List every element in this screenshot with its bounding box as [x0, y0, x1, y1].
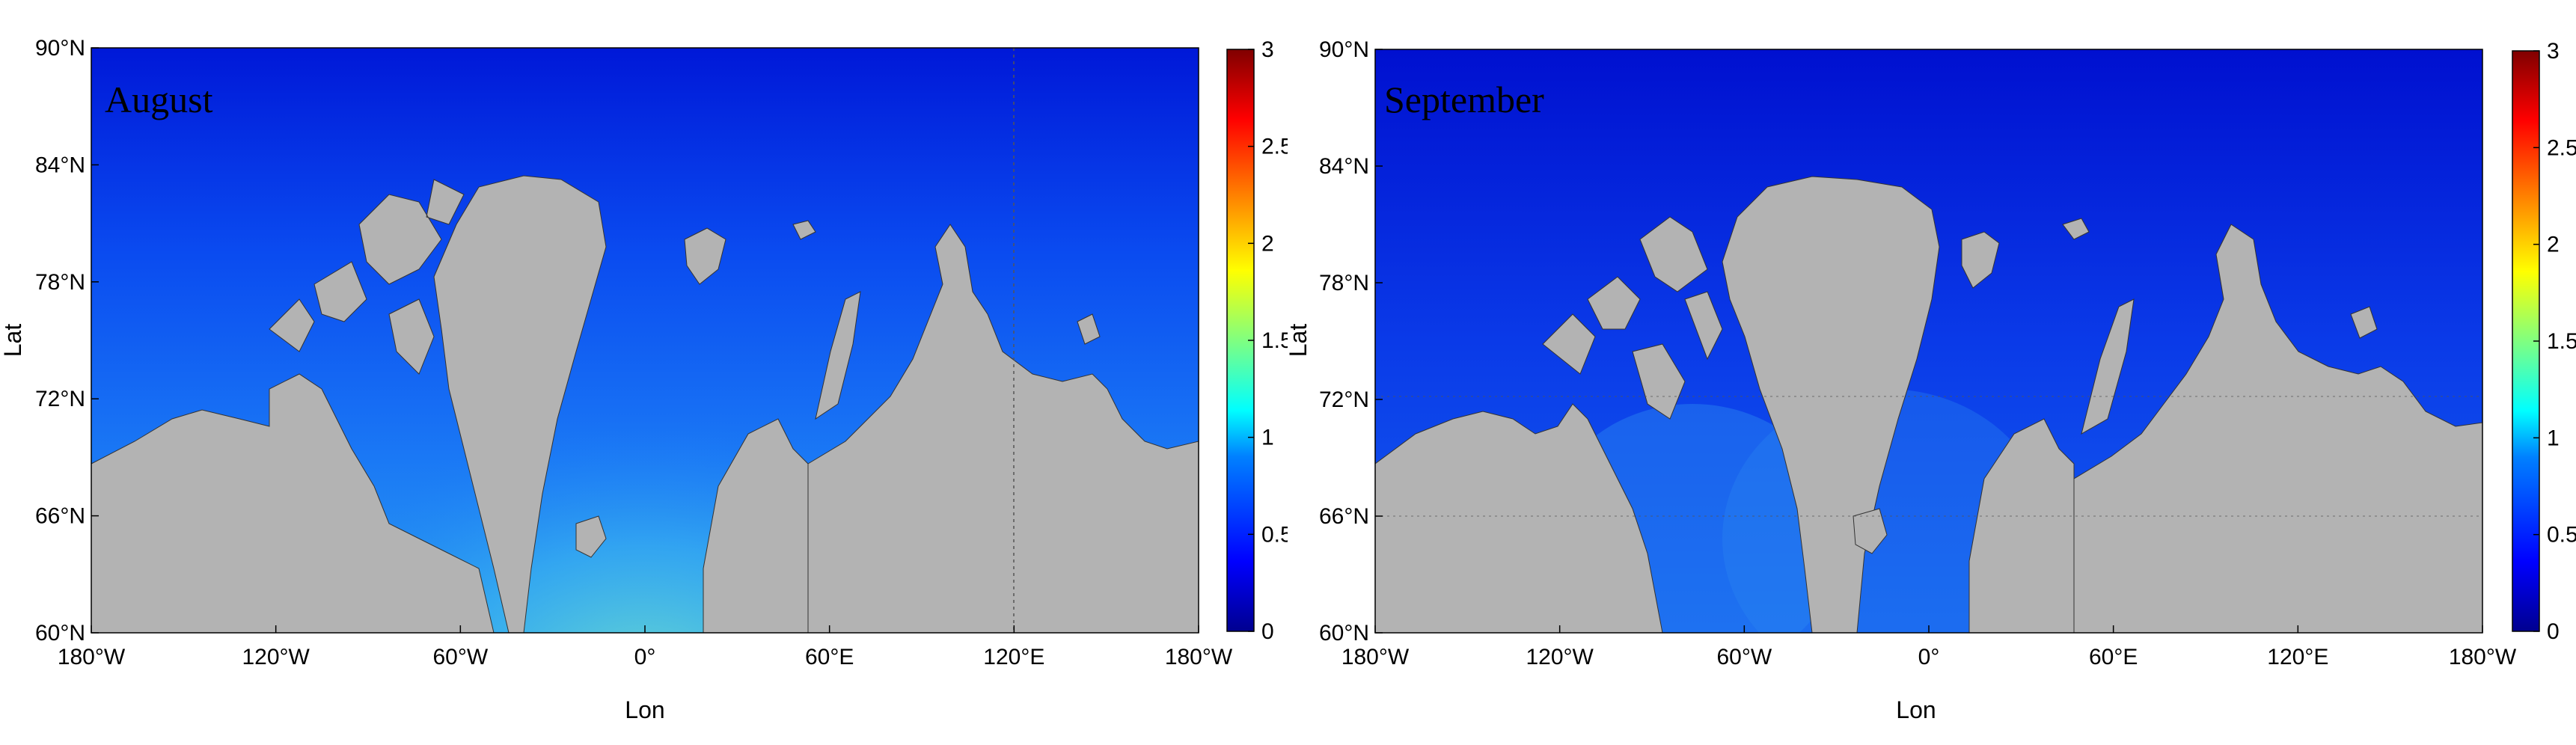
land-canadian-archipelago: [1542, 216, 1723, 420]
colorbar-tick-label: 1: [1261, 426, 1274, 450]
x-tick-label: 180°W: [2449, 645, 2517, 669]
land-novaya-zemlya: [815, 291, 861, 420]
colorbar-tick-label: 2.5: [1261, 135, 1288, 159]
colorbar-tick-label: 3: [2547, 39, 2560, 64]
land-iceland: [575, 515, 607, 558]
colorbar-tick-label: 0: [1261, 619, 1274, 644]
y-tick-label: 60°N: [1319, 621, 1369, 646]
x-tick-label: 120°W: [242, 645, 310, 669]
august-map-area: [91, 48, 1199, 633]
colorbar-tick-labels: 0 0.5 1 1.5 2 2.5 3: [2533, 39, 2576, 644]
x-axis-title: Lon: [1896, 696, 1936, 723]
land-eurasia: [2073, 224, 2482, 633]
colorbar-tick-label: 3: [1261, 37, 1274, 62]
x-tick-label: 180°W: [1341, 645, 1410, 669]
september-map-area: [1375, 49, 2482, 633]
land-greenland: [1722, 176, 1940, 633]
y-tick-labels: 60°N 66°N 72°N 78°N 84°N 90°N: [35, 36, 99, 646]
y-tick-labels: 60°N 66°N 72°N 78°N 84°N 90°N: [1319, 37, 1383, 646]
y-axis-title: Lat: [0, 324, 26, 358]
y-tick-label: 90°N: [35, 36, 85, 61]
colorbar-tick-label: 1: [2547, 426, 2560, 450]
y-tick-label: 66°N: [35, 504, 85, 529]
x-tick-label: 120°E: [983, 645, 1044, 669]
x-tick-label: 60°E: [805, 645, 854, 669]
colorbar-tick-label: 1.5: [1261, 328, 1288, 353]
august-map-panel: August 60°N 66°N 72°N 78°N 84°N 90°N 180°W 120…: [0, 36, 1288, 723]
x-tick-label: 180°W: [1165, 645, 1233, 669]
land-greenland: [433, 175, 607, 633]
colorbar-tick-label: 1.5: [2547, 329, 2576, 354]
x-tick-label: 60°E: [2089, 645, 2138, 669]
colorbar-tick-labels: 0 0.5 1 1.5 2 2.5 3: [1248, 37, 1288, 644]
x-tick-label: 60°W: [1716, 645, 1772, 669]
month-label: August: [105, 79, 213, 120]
x-tick-labels: 180°W 120°W 60°W 0° 60°E 120°E 180°W: [58, 625, 1233, 669]
land-north-america: [1375, 403, 1663, 633]
september-map-svg: September 60°N 66°N 72°N 78°N 84°N 90°N 180°W…: [1288, 37, 2576, 723]
x-tick-labels: 180°W 120°W 60°W 0° 60°E 120°E 180°W: [1341, 625, 2517, 669]
x-axis-title: Lon: [625, 696, 664, 723]
y-tick-label: 72°N: [35, 387, 85, 411]
x-tick-label: 0°: [634, 645, 656, 669]
y-tick-label: 78°N: [1319, 271, 1369, 295]
land-novaya-zemlya: [2081, 298, 2135, 435]
month-label: September: [1384, 79, 1544, 120]
y-tick-label: 66°N: [1319, 504, 1369, 529]
august-map-svg: August 60°N66°N72°N78°N84°N90°N 180°W 120…: [0, 36, 1288, 723]
y-tick-label: 72°N: [1319, 387, 1369, 412]
colorbar-tick-label: 2.5: [2547, 135, 2576, 160]
y-axis-title: Lat: [1288, 324, 1312, 358]
land-svalbard: [684, 220, 816, 285]
land-svalbard: [1961, 218, 2090, 289]
land-north-america: [91, 373, 495, 633]
land-iceland: [1853, 508, 1888, 554]
x-tick-label: 120°W: [1526, 645, 1594, 669]
colorbar-tick-label: 0: [2547, 619, 2560, 644]
september-map-panel: September 60°N 66°N 72°N 78°N 84°N 90°N 180°W…: [1288, 0, 2576, 745]
land-severnaya-zemlya: [1077, 313, 1101, 345]
colorbar-tick-label: 0.5: [1261, 522, 1288, 547]
y-tick-label: 60°N: [35, 621, 85, 646]
colorbar-tick-label: 0.5: [2547, 523, 2576, 548]
colorbar-tick-label: 2: [2547, 233, 2560, 257]
land-canadian-archipelago: [269, 179, 465, 375]
land-eurasia: [807, 224, 1199, 633]
x-tick-label: 0°: [1918, 645, 1940, 669]
y-tick-label: 78°N: [35, 270, 85, 295]
y-tick-label: 84°N: [1319, 154, 1369, 179]
x-tick-label: 60°W: [432, 645, 488, 669]
x-tick-label: 180°W: [58, 645, 126, 669]
y-tick-label: 90°N: [1319, 37, 1369, 62]
land-severnaya-zemlya: [2350, 306, 2378, 339]
x-tick-label: 120°E: [2267, 645, 2328, 669]
y-tick-label: 84°N: [35, 153, 85, 177]
colorbar-tick-label: 2: [1261, 231, 1274, 256]
